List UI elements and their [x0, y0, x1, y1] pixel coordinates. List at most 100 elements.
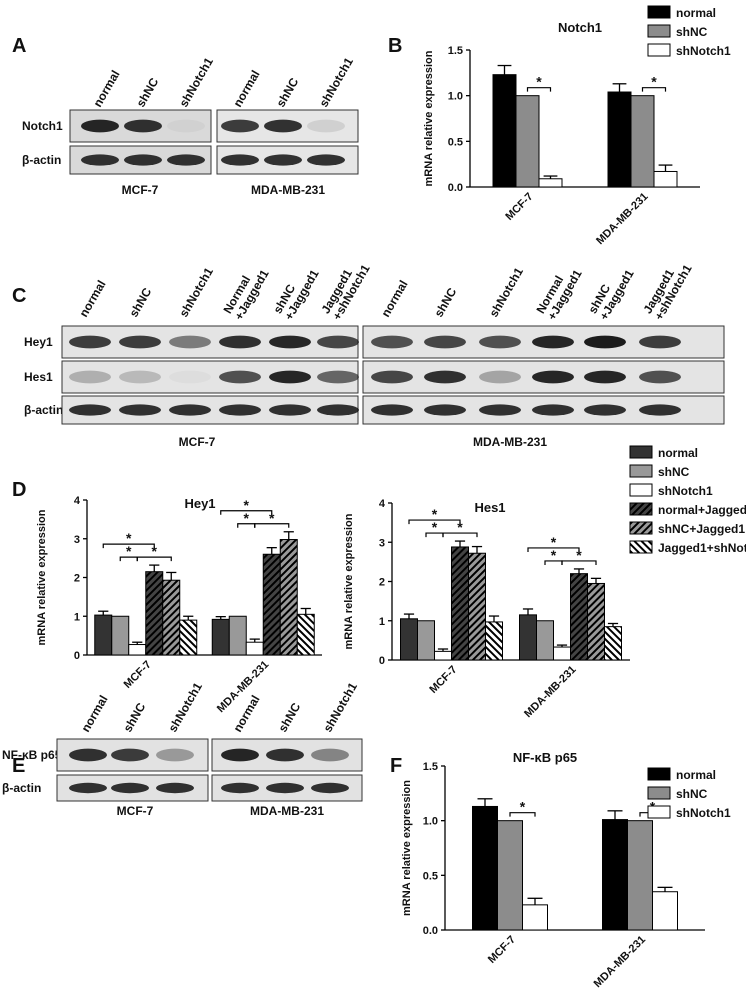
y-tick-label: 1.0	[423, 816, 438, 828]
y-tick-label: 0.5	[423, 870, 438, 882]
bar	[434, 650, 452, 661]
y-axis-label: mRNA relative expression	[423, 50, 435, 186]
error-bar	[471, 545, 483, 554]
band	[479, 370, 521, 384]
band	[584, 335, 626, 349]
bar	[587, 582, 605, 661]
cell-line-label: MDA-MB-231	[250, 804, 324, 818]
significance-label: *	[126, 530, 132, 546]
legend-label: shNotch1	[676, 44, 731, 58]
band	[639, 404, 681, 416]
y-tick-label: 3	[379, 537, 385, 549]
error-bar	[183, 615, 194, 621]
lane-label: Jagged1+shNotch1	[318, 255, 372, 322]
legend-swatch	[647, 786, 671, 800]
panel-letter: E	[12, 755, 25, 777]
band	[584, 370, 626, 384]
panel-letter: B	[388, 35, 402, 57]
significance-label: *	[244, 497, 250, 513]
lane-label-line: shNotch1	[486, 265, 526, 320]
error-bar	[556, 644, 568, 648]
band	[532, 404, 574, 416]
significance-label: *	[551, 547, 557, 563]
lane-label: normal	[76, 278, 108, 320]
lane-label: shNC	[133, 75, 161, 109]
legend-label: shNotch1	[676, 806, 731, 820]
band	[124, 154, 162, 166]
x-tick-label: MDA-MB-231	[594, 191, 650, 247]
panel-letter: C	[12, 285, 26, 307]
error-bar	[612, 83, 627, 93]
legend-swatch	[647, 767, 671, 781]
y-tick-label: 3	[74, 534, 80, 546]
lane-label-line: normal	[378, 278, 410, 320]
bar	[652, 891, 678, 931]
bar	[468, 552, 486, 661]
lane-label: Jagged1+shNotch1	[640, 255, 694, 322]
band	[221, 782, 259, 794]
row-label: β-actin	[22, 153, 61, 167]
band	[169, 335, 211, 349]
band	[269, 404, 311, 416]
significance-bracket	[561, 560, 597, 565]
bar	[451, 546, 469, 661]
band	[219, 335, 261, 349]
lane-label: shNC	[126, 285, 154, 319]
band	[69, 335, 111, 349]
band	[167, 119, 205, 133]
error-bar	[300, 607, 311, 615]
bar	[179, 619, 198, 656]
error-bar	[403, 613, 415, 619]
error-bar	[573, 568, 585, 574]
bar	[536, 620, 554, 661]
error-bar	[266, 547, 277, 555]
legend-label: shNC	[676, 787, 708, 801]
row-label: Hey1	[24, 335, 53, 349]
bar	[485, 621, 503, 661]
bar	[162, 579, 181, 656]
lane-label: shNotch1	[486, 265, 526, 320]
x-tick-label: MDA-MB-231	[592, 934, 648, 990]
error-bar	[149, 564, 160, 572]
band	[307, 154, 345, 166]
band	[81, 154, 119, 166]
band	[639, 335, 681, 349]
x-tick-label: MCF-7	[122, 659, 154, 691]
y-tick-label: 4	[379, 498, 386, 510]
band	[317, 370, 359, 384]
band	[221, 119, 259, 133]
band	[111, 782, 149, 794]
y-axis-label: mRNA relative expression	[401, 780, 413, 916]
y-axis-label: mRNA relative expression	[36, 509, 48, 645]
band	[266, 748, 304, 762]
lane-label: shNotch1	[176, 265, 216, 320]
error-bar	[98, 610, 109, 616]
legend-swatch	[647, 24, 671, 38]
significance-label: *	[457, 519, 463, 535]
bar	[262, 553, 281, 656]
legend-label: normal+Jagged1	[658, 503, 746, 517]
error-bar	[249, 638, 260, 643]
significance-bracket	[136, 556, 172, 562]
bar	[522, 904, 548, 931]
band	[156, 782, 194, 794]
y-tick-label: 0.0	[423, 925, 438, 937]
legend-swatch	[629, 464, 653, 478]
bar	[602, 819, 628, 931]
y-tick-label: 1	[74, 611, 80, 623]
legend-label: normal	[658, 446, 698, 460]
y-tick-label: 0	[379, 655, 385, 667]
lane-label: shNotch1	[316, 55, 356, 110]
legend-swatch	[629, 521, 653, 535]
error-bar	[657, 886, 673, 892]
significance-bracket	[527, 547, 580, 552]
band	[479, 335, 521, 349]
lane-label-line: normal	[76, 278, 108, 320]
lane-label: shNotch1	[320, 680, 360, 735]
error-bar	[215, 615, 226, 620]
lane-label-line: shNC	[126, 285, 154, 319]
significance-label: *	[432, 506, 438, 522]
cell-line-label: MCF-7	[117, 804, 154, 818]
error-bar	[607, 810, 623, 820]
